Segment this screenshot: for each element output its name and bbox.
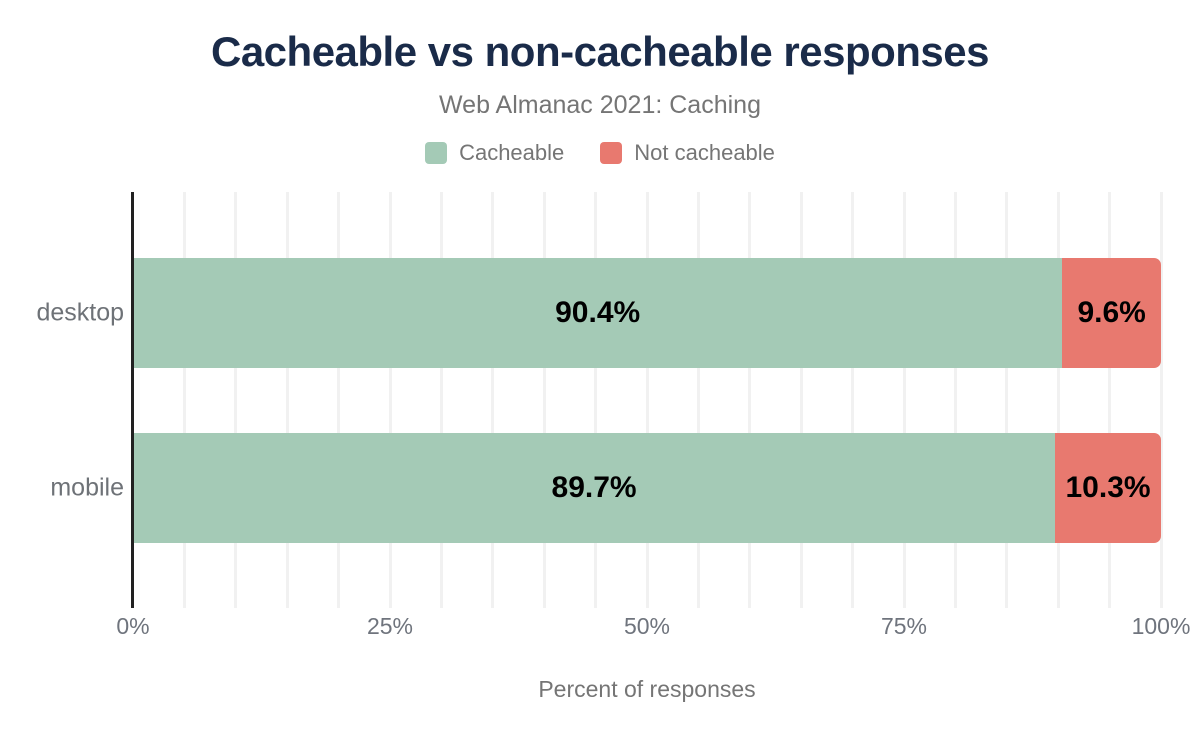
x-tick-label: 100% — [1131, 613, 1191, 639]
bar-row: 90.4% 9.6% — [133, 258, 1161, 368]
legend-item: Cacheable — [425, 140, 564, 166]
x-tick-label: 50% — [623, 613, 671, 639]
bar-value-label: 10.3% — [1065, 471, 1151, 504]
gridline — [953, 192, 957, 608]
bar-segment: 10.3% — [1055, 433, 1161, 543]
gridline — [748, 192, 752, 608]
legend-swatch — [600, 142, 623, 164]
gridline — [491, 192, 495, 608]
x-tick-label: 75% — [880, 613, 928, 639]
bar-row: 89.7% 10.3% — [133, 433, 1161, 543]
gridline — [234, 192, 238, 608]
gridline — [851, 192, 855, 608]
gridline — [182, 192, 186, 608]
gridline — [696, 192, 700, 608]
x-axis-title: Percent of responses — [538, 676, 756, 702]
gridline — [439, 192, 443, 608]
legend-label: Not cacheable — [634, 140, 775, 165]
chart-title: Cacheable vs non-cacheable responses — [210, 28, 990, 75]
gridline — [1159, 192, 1163, 608]
gridline — [1108, 192, 1112, 608]
gridline — [1056, 192, 1060, 608]
bar-segment: 89.7% — [133, 433, 1056, 543]
gridline — [337, 192, 341, 608]
legend-swatch — [425, 142, 448, 164]
y-axis-label: desktop — [36, 298, 124, 327]
bar-segment: 9.6% — [1062, 258, 1161, 368]
bar-segment: 90.4% — [133, 258, 1063, 368]
gridline — [285, 192, 289, 608]
y-axis-label: mobile — [50, 473, 124, 502]
gridline — [388, 192, 392, 608]
bar-value-label: 9.6% — [1077, 296, 1146, 329]
gridline — [1005, 192, 1009, 608]
gridline — [902, 192, 906, 608]
gridline — [594, 192, 598, 608]
gridline — [542, 192, 546, 608]
x-axis-ticks: 0% 25% 50% 75% 100% — [116, 613, 1190, 641]
chart-subtitle: Web Almanac 2021: Caching — [439, 91, 761, 119]
plot-area: 90.4% 9.6% 89.7% 10.3% desktop mobile — [36, 192, 1163, 608]
gridline — [645, 192, 649, 608]
legend: Cacheable Not cacheable — [0, 140, 1200, 166]
legend-label: Cacheable — [459, 140, 565, 165]
x-tick-label: 25% — [366, 613, 414, 639]
legend-item: Not cacheable — [600, 140, 775, 166]
y-axis-line — [131, 192, 134, 608]
bar-value-label: 90.4% — [555, 296, 641, 329]
gridline — [799, 192, 803, 608]
bar-value-label: 89.7% — [551, 471, 637, 504]
x-tick-label: 0% — [116, 613, 150, 639]
